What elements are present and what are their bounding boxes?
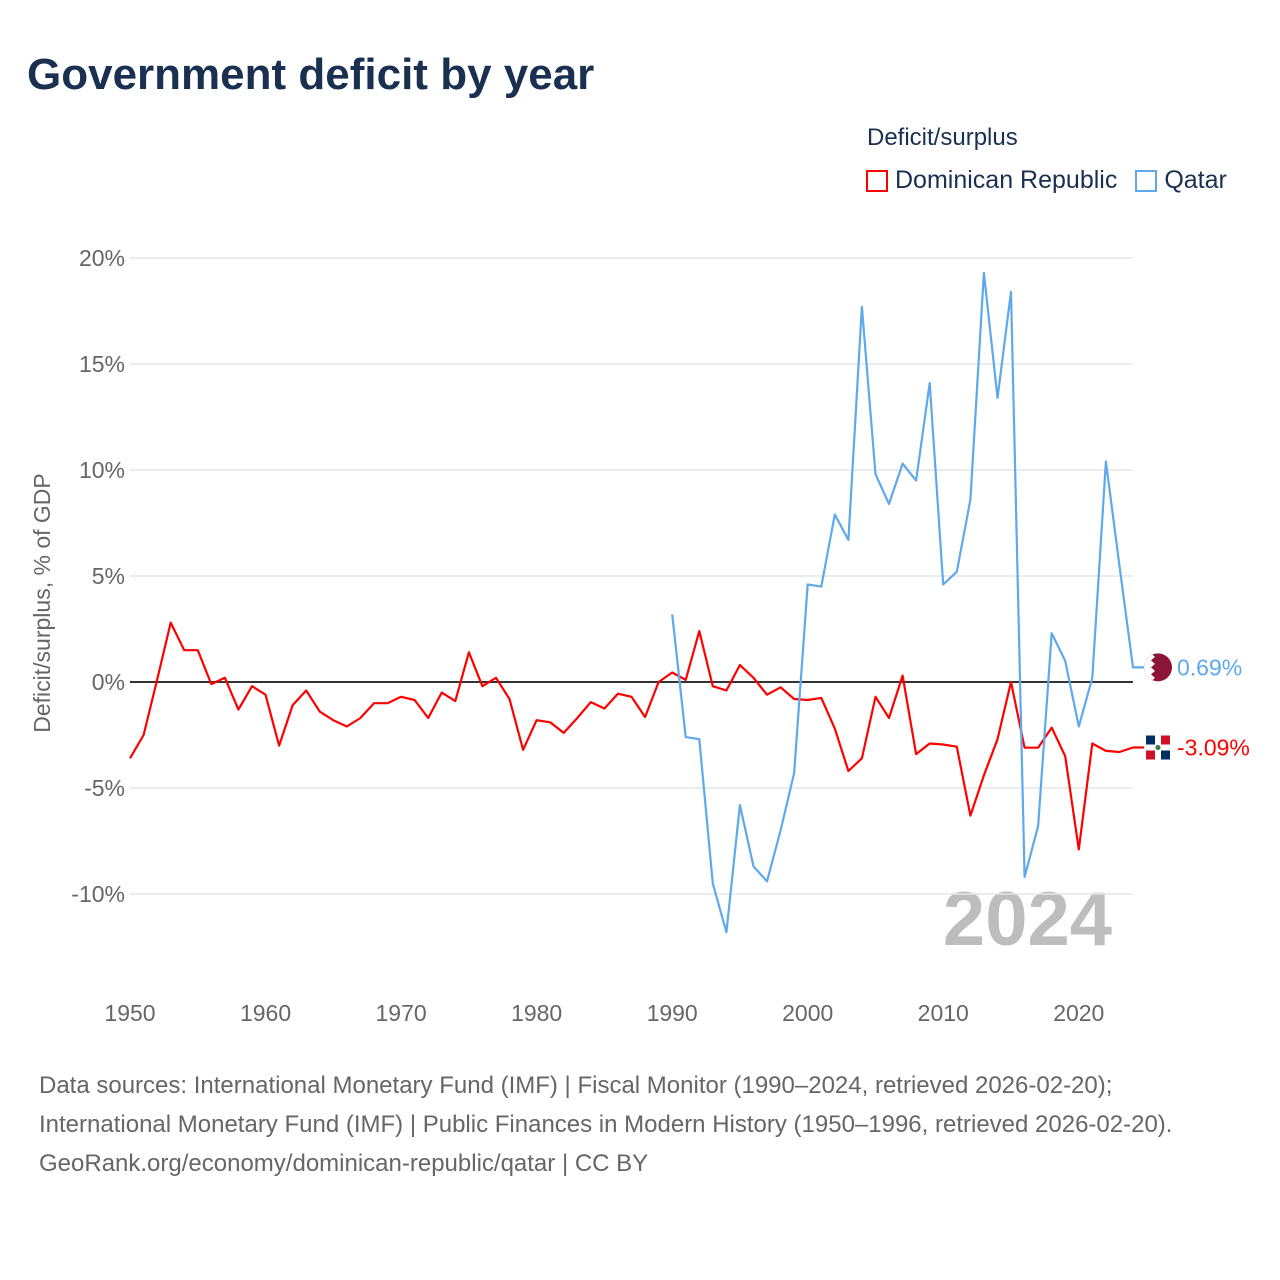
legend-swatch-dominican-republic <box>866 169 888 192</box>
x-tick-label: 1960 <box>240 1000 291 1026</box>
x-tick-label: 2000 <box>782 1000 833 1026</box>
series-line-qatar <box>671 271 1145 934</box>
chart-title: Government deficit by year <box>27 50 595 99</box>
legend-item-qatar[interactable]: Qatar <box>1135 166 1227 195</box>
legend-item-dominican-republic[interactable]: Dominican Republic <box>866 166 1117 195</box>
y-tick-label: 10% <box>79 457 125 483</box>
flag-quarter <box>1161 735 1170 745</box>
y-tick-label: -10% <box>71 881 125 907</box>
x-tick-label: 1980 <box>511 1000 562 1026</box>
x-tick-label: 2010 <box>918 1000 969 1026</box>
data-sources: Data sources: International Monetary Fun… <box>39 1072 1173 1138</box>
legend-label: Dominican Republic <box>895 166 1118 194</box>
year-watermark: 2024 <box>943 877 1112 962</box>
end-value-label: -3.09% <box>1177 735 1250 761</box>
attribution-link[interactable]: GeoRank.org/economy/dominican-republic/q… <box>39 1150 649 1177</box>
legend: Dominican Republic Qatar <box>866 166 1227 195</box>
end-value-label: 0.69% <box>1177 654 1242 680</box>
x-tick-label: 1970 <box>375 1000 426 1026</box>
legend-label: Qatar <box>1164 166 1227 194</box>
flag-quarter <box>1146 750 1155 760</box>
qatar-flag-serration <box>1144 653 1155 681</box>
flag-quarter <box>1161 750 1170 760</box>
footer: Data sources: International Monetary Fun… <box>39 1066 1239 1183</box>
y-tick-label: 15% <box>79 351 125 377</box>
y-tick-label: 5% <box>92 563 125 589</box>
y-tick-label: 0% <box>92 669 125 695</box>
y-tick-label: 20% <box>79 245 125 271</box>
x-tick-label: 2020 <box>1053 1000 1104 1026</box>
flag-quarter <box>1146 735 1155 745</box>
y-axis-label: Deficit/surplus, % of GDP <box>29 473 55 732</box>
legend-title: Deficit/surplus <box>867 124 1018 151</box>
y-tick-label: -5% <box>84 775 125 801</box>
series-line-dominican-republic <box>129 621 1145 851</box>
x-tick-label: 1990 <box>647 1000 698 1026</box>
x-tick-label: 1950 <box>104 1000 155 1026</box>
flag-emblem <box>1155 745 1161 751</box>
legend-swatch-qatar <box>1135 169 1158 192</box>
